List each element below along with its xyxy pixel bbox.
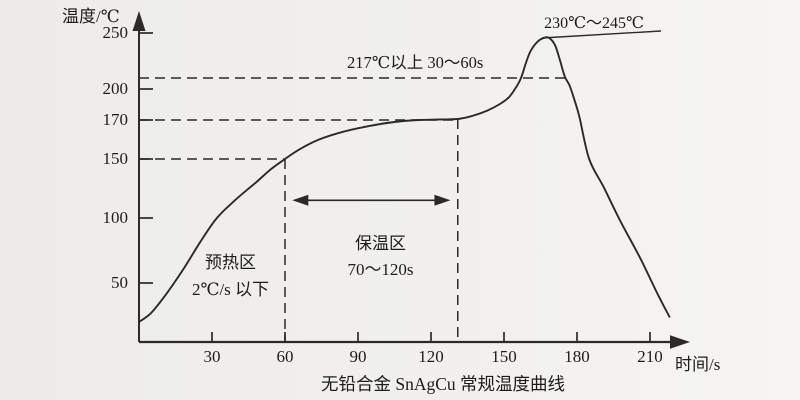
- y-tick-label-170: 170: [102, 110, 129, 129]
- x-tick-label-60: 60: [276, 347, 294, 366]
- x-tick-label-150: 150: [491, 347, 517, 366]
- x-tick-label-90: 90: [349, 347, 367, 366]
- temperature-curve: [138, 36, 671, 323]
- preheat-zone-rate: 2℃/s 以下: [191, 280, 270, 299]
- x-tick-label-210: 210: [637, 347, 663, 366]
- y-tick-label-250: 250: [102, 23, 129, 42]
- soak-zone-name: 保温区: [355, 234, 406, 253]
- preheat-zone-name: 预热区: [205, 253, 256, 272]
- y-tick-label-150: 150: [102, 149, 129, 168]
- soak-zone-duration: 70～120s: [347, 260, 414, 279]
- chart-caption: 无铅合金 SnAgCu 常规温度曲线: [320, 374, 566, 394]
- y-tick-label-200: 200: [102, 79, 129, 98]
- soak-arrowhead-left: [292, 194, 309, 206]
- y-tick-label-100: 100: [102, 208, 129, 227]
- soak-zone-label: 保温区 70～120s: [303, 231, 458, 283]
- y-axis-arrowhead: [132, 11, 146, 31]
- peak-temperature-annotation: 230℃～245℃: [544, 15, 644, 32]
- x-tick-label-180: 180: [564, 347, 590, 366]
- x-tick-label-120: 120: [418, 347, 444, 366]
- time-above-liquidus-annotation: 217℃以上 30～60s: [347, 53, 484, 72]
- preheat-zone-label: 预热区 2℃/s 以下: [148, 249, 313, 303]
- x-tick-label-30: 30: [203, 347, 221, 366]
- soak-arrowhead-right: [434, 194, 451, 206]
- x-axis-arrowhead: [670, 335, 690, 349]
- peak-leader-line: [541, 30, 662, 39]
- y-tick-label-50: 50: [111, 273, 128, 292]
- x-axis-title: 时间/s: [675, 355, 721, 374]
- y-axis-title: 温度/℃: [62, 7, 120, 26]
